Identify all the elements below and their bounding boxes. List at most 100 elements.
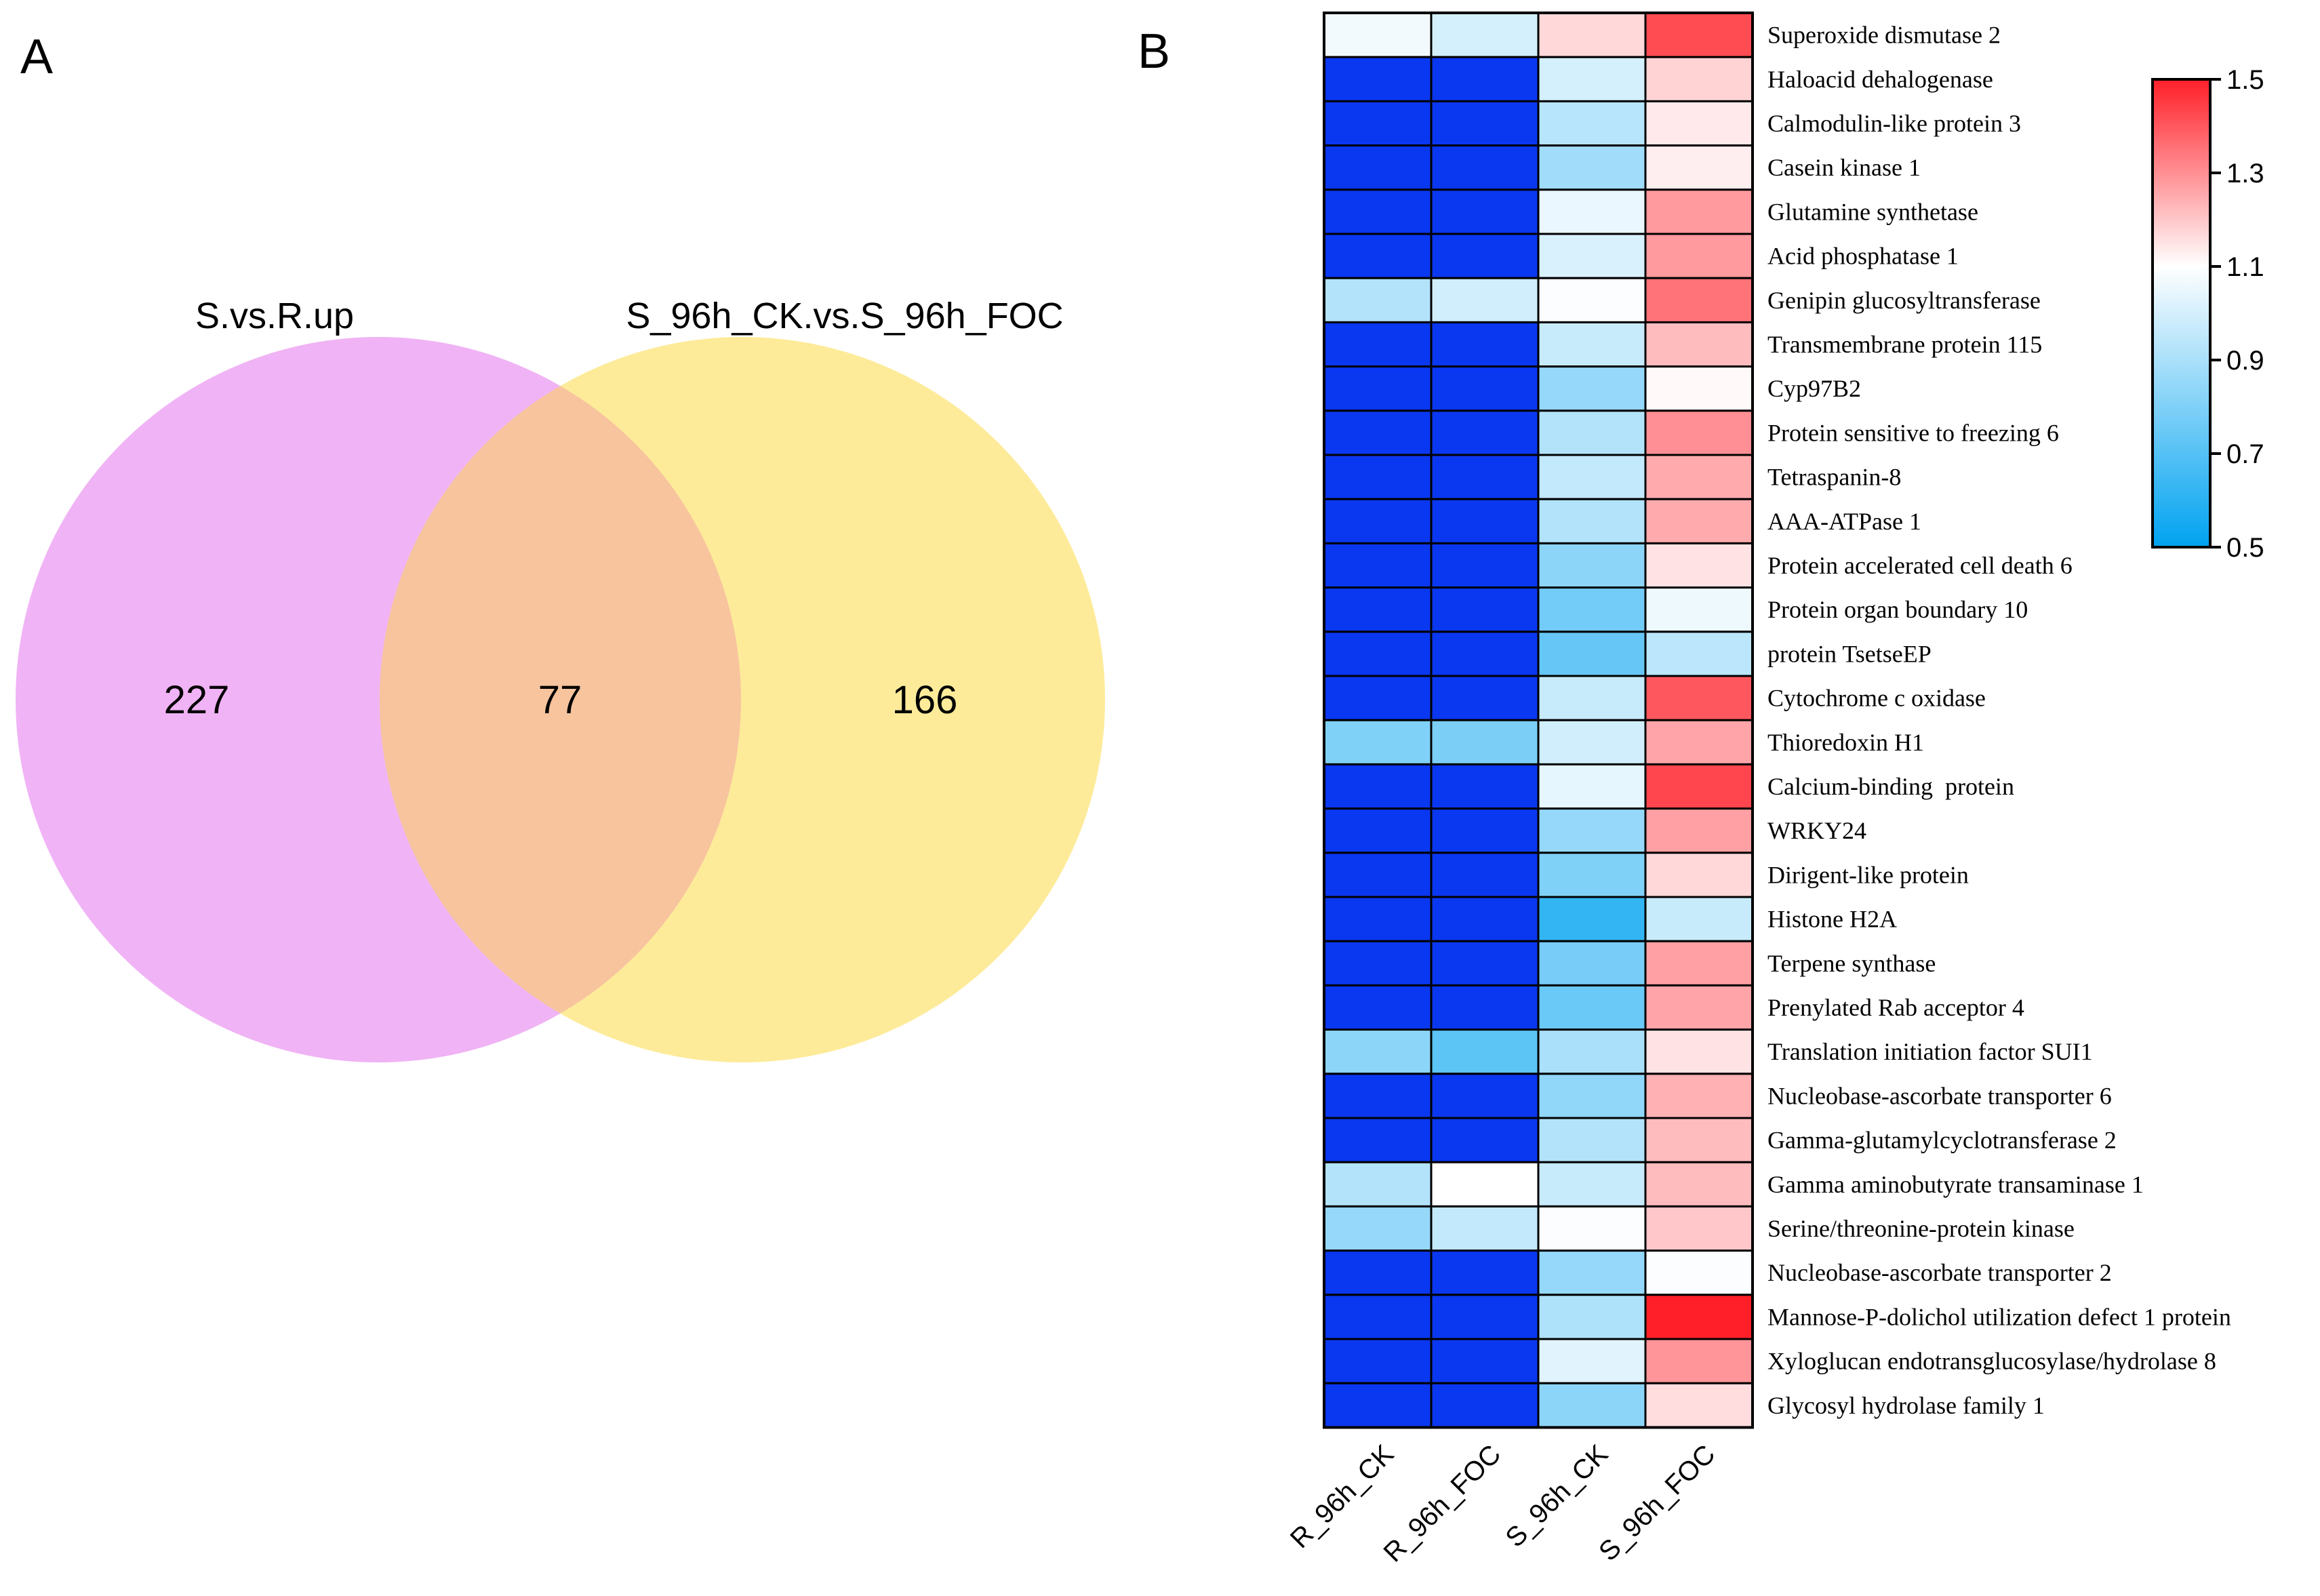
heatmap-cell xyxy=(1644,807,1754,854)
heatmap-cell xyxy=(1644,896,1754,942)
heatmap-cell xyxy=(1537,586,1647,633)
heatmap-cell xyxy=(1430,1161,1540,1208)
heatmap-cell xyxy=(1537,675,1647,721)
heatmap-row-label: WRKY24 xyxy=(1767,817,1866,844)
heatmap-row-label: Prenylated Rab acceptor 4 xyxy=(1767,994,2024,1021)
heatmap-cell xyxy=(1323,807,1433,854)
heatmap-cell xyxy=(1430,365,1540,412)
heatmap-row-label: Xyloglucan endotransglucosylase/hydrolas… xyxy=(1767,1348,2216,1375)
panel-label-a: A xyxy=(20,30,53,84)
heatmap-border xyxy=(1323,12,1754,1429)
heatmap-cell xyxy=(1323,454,1433,500)
colorbar-tick-label: 1.1 xyxy=(2226,252,2264,282)
heatmap-cell xyxy=(1644,454,1754,500)
heatmap-cell xyxy=(1323,586,1433,633)
heatmap-cell xyxy=(1323,1029,1433,1075)
heatmap-row-label: Glutamine synthetase xyxy=(1767,198,1978,225)
heatmap-cell xyxy=(1430,763,1540,810)
heatmap-cell xyxy=(1644,188,1754,235)
heatmap-column-label: R_96h_CK xyxy=(1285,1439,1400,1554)
heatmap-cell xyxy=(1537,1338,1647,1384)
heatmap-cell xyxy=(1323,1338,1433,1384)
heatmap-cell xyxy=(1644,321,1754,368)
heatmap-cell xyxy=(1430,852,1540,898)
heatmap-row-label: Calmodulin-like protein 3 xyxy=(1767,110,2021,137)
heatmap-cell xyxy=(1430,1073,1540,1119)
heatmap-row-label: Terpene synthase xyxy=(1767,950,1936,977)
heatmap-cell xyxy=(1644,233,1754,279)
heatmap-row-label: Haloacid dehalogenase xyxy=(1767,66,1993,93)
heatmap-row-label: Gamma aminobutyrate transaminase 1 xyxy=(1767,1171,2144,1198)
colorbar-gradient xyxy=(2151,78,2212,548)
heatmap-row-label: Superoxide dismutase 2 xyxy=(1767,22,2001,49)
venn-set-2-title: S_96h_CK.vs.S_96h_FOC xyxy=(626,296,1063,336)
heatmap-row-label: Gamma-glutamylcyclotransferase 2 xyxy=(1767,1127,2117,1154)
heatmap-cell xyxy=(1430,1338,1540,1384)
heatmap-cell xyxy=(1537,542,1647,589)
heatmap-cell xyxy=(1430,454,1540,500)
heatmap-cell xyxy=(1323,277,1433,323)
heatmap-cell xyxy=(1323,1161,1433,1208)
heatmap-row-label: protein TsetseEP xyxy=(1767,640,1932,667)
heatmap-row-label: Translation initiation factor SUI1 xyxy=(1767,1038,2093,1065)
heatmap-cell xyxy=(1537,321,1647,368)
heatmap-row-label: Mannose-P-dolichol utilization defect 1 … xyxy=(1767,1303,2231,1330)
heatmap-cell xyxy=(1537,277,1647,323)
heatmap-cell xyxy=(1430,1294,1540,1340)
heatmap-cell xyxy=(1323,1382,1433,1429)
heatmap-cell xyxy=(1430,56,1540,102)
heatmap-cell xyxy=(1537,498,1647,544)
heatmap-cell xyxy=(1430,675,1540,721)
heatmap-column-label: S_96h_CK xyxy=(1500,1439,1614,1553)
heatmap-cell xyxy=(1644,410,1754,456)
heatmap-row-label: Acid phosphatase 1 xyxy=(1767,243,1959,270)
heatmap-row-label: Protein sensitive to freezing 6 xyxy=(1767,419,2059,446)
heatmap-cell xyxy=(1537,1117,1647,1163)
heatmap-cell xyxy=(1537,631,1647,677)
venn-set-1-title: S.vs.R.up xyxy=(195,296,354,336)
heatmap-cells xyxy=(1323,12,1754,1429)
heatmap-cell xyxy=(1644,12,1754,58)
heatmap-cell xyxy=(1430,410,1540,456)
heatmap-cell xyxy=(1323,763,1433,810)
heatmap-cell xyxy=(1323,56,1433,102)
heatmap-cell xyxy=(1430,1382,1540,1429)
heatmap-cell xyxy=(1323,1205,1433,1252)
heatmap-cell xyxy=(1323,498,1433,544)
heatmap-cell xyxy=(1644,1205,1754,1252)
heatmap-row-label: Casein kinase 1 xyxy=(1767,154,1921,181)
venn-diagram: S.vs.R.up S_96h_CK.vs.S_96h_FOC 227 77 1… xyxy=(16,296,1105,1062)
heatmap-cell xyxy=(1537,1250,1647,1296)
colorbar-tick-label: 1.3 xyxy=(2226,159,2264,188)
heatmap-cell xyxy=(1537,984,1647,1031)
heatmap-cell xyxy=(1323,410,1433,456)
heatmap-cell xyxy=(1537,763,1647,810)
heatmap-cell xyxy=(1537,1161,1647,1208)
venn-count-set-2-only: 166 xyxy=(892,678,958,722)
heatmap-cell xyxy=(1644,852,1754,898)
heatmap-cell xyxy=(1430,984,1540,1031)
heatmap-cell xyxy=(1430,277,1540,323)
heatmap-cell xyxy=(1430,100,1540,147)
heatmap-cell xyxy=(1430,498,1540,544)
colorbar-tick-label: 0.9 xyxy=(2226,346,2264,376)
heatmap-cell xyxy=(1430,631,1540,677)
heatmap-cell xyxy=(1430,719,1540,765)
heatmap-cell xyxy=(1430,1117,1540,1163)
heatmap-cell xyxy=(1644,1029,1754,1075)
heatmap-row-label: Transmembrane protein 115 xyxy=(1767,331,2042,358)
heatmap-cell xyxy=(1430,1029,1540,1075)
heatmap-cell xyxy=(1430,188,1540,235)
heatmap-cell xyxy=(1537,1073,1647,1119)
heatmap-cell xyxy=(1644,542,1754,589)
heatmap-cell xyxy=(1430,940,1540,986)
heatmap-cell xyxy=(1537,896,1647,942)
heatmap-cell xyxy=(1644,1294,1754,1340)
heatmap-cell xyxy=(1323,233,1433,279)
heatmap-cell xyxy=(1644,365,1754,412)
venn-count-set-1-only: 227 xyxy=(164,678,230,722)
heatmap-cell xyxy=(1323,365,1433,412)
heatmap-cell xyxy=(1644,1161,1754,1208)
colorbar-tick-label: 0.5 xyxy=(2226,533,2264,563)
